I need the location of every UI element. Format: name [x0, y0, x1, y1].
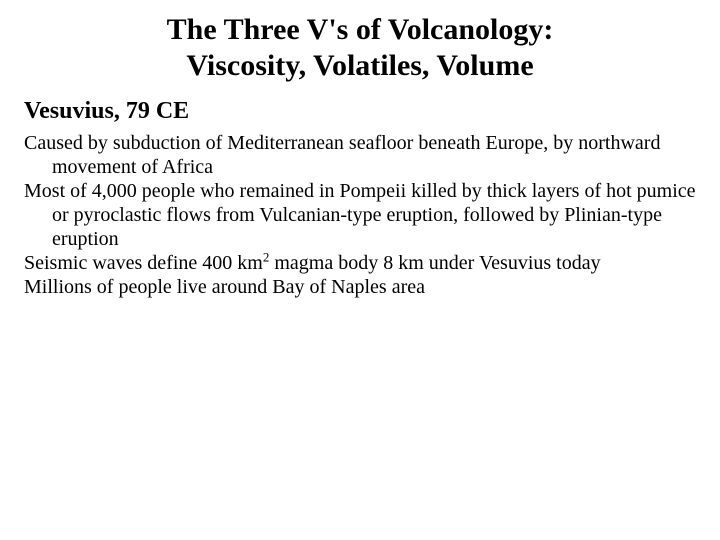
title-line-2: Viscosity, Volatiles, Volume	[186, 49, 533, 82]
title-line-1: The Three V's of Volcanology:	[167, 13, 554, 46]
body-text-fragment: Seismic waves define 400 km	[24, 252, 263, 274]
body-paragraph: Caused by subduction of Mediterranean se…	[24, 131, 696, 179]
slide-subtitle: Vesuvius, 79 CE	[24, 98, 696, 125]
body-paragraph: Millions of people live around Bay of Na…	[24, 275, 696, 299]
slide-title: The Three V's of Volcanology: Viscosity,…	[24, 12, 696, 84]
slide-body: Caused by subduction of Mediterranean se…	[24, 131, 696, 299]
body-text-fragment: magma body 8 km under Vesuvius today	[269, 252, 600, 274]
body-paragraph: Most of 4,000 people who remained in Pom…	[24, 179, 696, 251]
body-paragraph: Seismic waves define 400 km2 magma body …	[24, 251, 696, 275]
